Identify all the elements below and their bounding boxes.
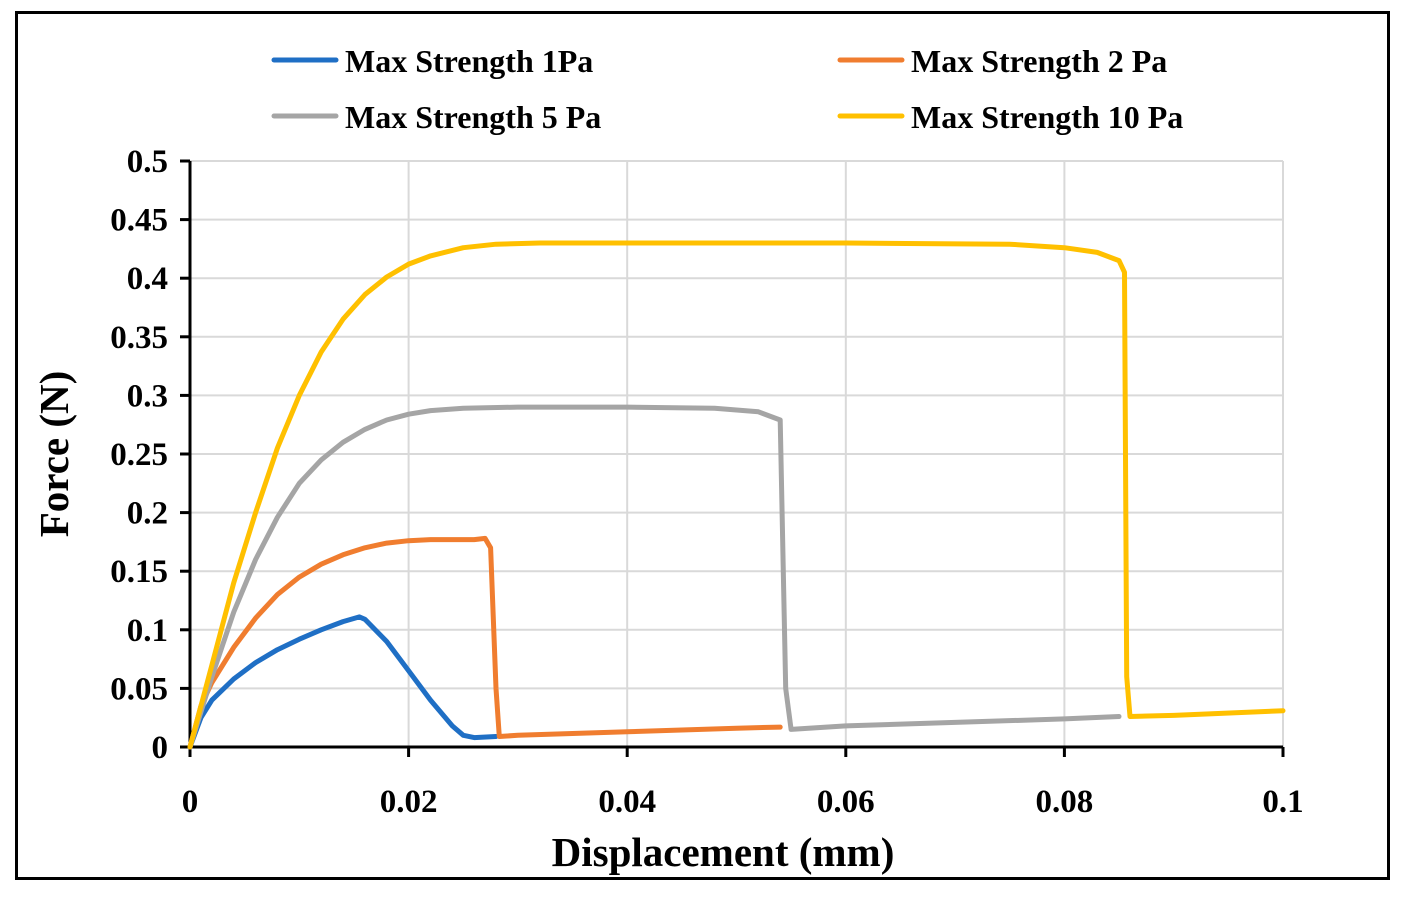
y-tick-label: 0.05	[110, 671, 168, 707]
legend-item-2[interactable]: Max Strength 2 Pa	[837, 43, 1167, 79]
series-lines	[187, 240, 1286, 750]
series-line-3[interactable]	[187, 404, 1122, 750]
legend-label-4: Max Strength 10 Pa	[911, 99, 1183, 135]
x-tick-label: 0.06	[817, 784, 875, 820]
x-tick-label: 0.1	[1262, 784, 1303, 820]
legend-item-1[interactable]: Max Strength 1Pa	[271, 43, 593, 79]
y-tick-label: 0.2	[127, 496, 168, 532]
x-tick-label: 0.08	[1036, 784, 1094, 820]
tick-labels: 0 0.05 0.1 0.15 0.2 0.25 0.3 0.35 0.4 0.45 0.5 0 0.0…	[110, 144, 1303, 820]
legend: Max Strength 1Pa Max Strength 2 Pa Max S…	[271, 43, 1183, 135]
series-line-1[interactable]	[187, 614, 499, 750]
legend-label-3: Max Strength 5 Pa	[345, 99, 601, 135]
y-tick-label: 0.3	[127, 378, 168, 414]
chart-frame	[15, 11, 1390, 880]
legend-label-2: Max Strength 2 Pa	[911, 43, 1167, 79]
series-line-4[interactable]	[187, 240, 1286, 750]
y-tick-label: 0	[152, 730, 169, 766]
y-tick-label: 0.4	[127, 261, 168, 297]
y-tick-label: 0.5	[127, 144, 168, 180]
y-tick-label: 0.45	[110, 203, 168, 239]
x-tick-label: 0.04	[598, 784, 656, 820]
legend-item-4[interactable]: Max Strength 10 Pa	[837, 99, 1183, 135]
series-line-2[interactable]	[187, 535, 783, 750]
y-axis-title: Force (N)	[31, 371, 77, 538]
x-axis-title: Displacement (mm)	[552, 829, 895, 875]
legend-label-1: Max Strength 1Pa	[345, 43, 593, 79]
x-tick-label: 0.02	[380, 784, 438, 820]
y-tick-label: 0.1	[127, 613, 168, 649]
legend-item-3[interactable]: Max Strength 5 Pa	[271, 99, 601, 135]
y-tick-label: 0.35	[110, 320, 168, 356]
gridlines	[190, 160, 1284, 747]
y-tick-label: 0.15	[110, 554, 168, 590]
y-tick-label: 0.25	[110, 437, 168, 473]
x-tick-label: 0	[182, 784, 199, 820]
tick-marks	[180, 159, 1285, 757]
